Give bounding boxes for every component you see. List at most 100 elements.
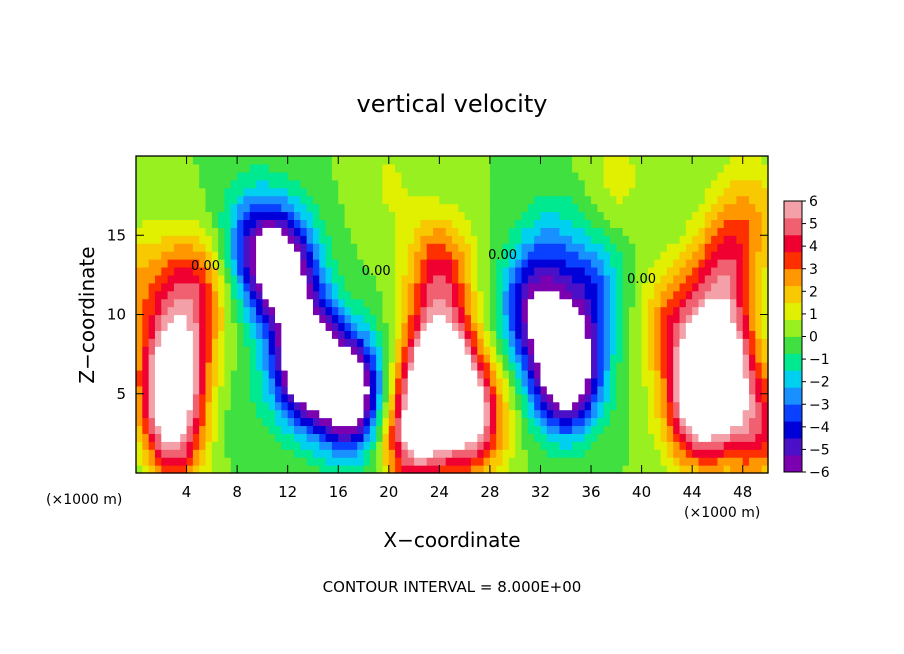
heatmap-cell [572,457,579,466]
heatmap-cell [230,465,238,474]
heatmap-cell [622,235,630,244]
heatmap-cell [635,377,643,387]
heatmap-cell [546,203,554,213]
heatmap-cell [496,227,504,236]
heatmap-cell [420,259,428,268]
heatmap-cell [698,156,706,165]
heatmap-cell [685,449,693,458]
heatmap-cell [312,203,320,213]
heatmap-cell [723,243,731,252]
heatmap-cell [414,362,421,371]
heatmap-cell [527,322,535,331]
heatmap-cell [426,465,434,474]
heatmap-cell [546,298,554,308]
heatmap-cell [382,441,390,450]
heatmap-cell [388,449,396,458]
heatmap-cell [723,465,731,474]
heatmap-cell [723,235,731,244]
heatmap-cell [218,211,226,221]
heatmap-cell [433,203,440,213]
heatmap-cell [376,330,384,339]
heatmap-cell [294,465,301,474]
heatmap-cell [388,369,396,379]
heatmap-cell [452,235,459,244]
heatmap-cell [344,401,352,411]
heatmap-cell [243,195,251,205]
heatmap-cell [243,465,251,474]
heatmap-cell [572,156,579,165]
heatmap-cell [199,393,207,403]
heatmap-cell [287,274,295,284]
heatmap-cell [154,362,162,371]
heatmap-cell [584,156,592,165]
heatmap-cell [692,449,700,458]
heatmap-cell [186,385,194,395]
heatmap-cell [256,219,263,228]
heatmap-cell [136,441,143,450]
heatmap-cell [363,266,371,276]
heatmap-cell [755,156,763,165]
heatmap-cell [382,385,390,395]
heatmap-cell [211,251,219,260]
heatmap-cell [256,179,263,189]
heatmap-cell [407,465,415,474]
heatmap-cell [154,417,162,427]
heatmap-cell [142,227,150,236]
heatmap-cell [622,219,630,228]
heatmap-cell [692,433,700,442]
heatmap-cell [395,203,403,213]
heatmap-cell [249,354,257,363]
heatmap-cell [597,251,605,260]
heatmap-cell [736,330,744,339]
heatmap-cell [325,274,333,284]
heatmap-cell [382,338,390,347]
heatmap-cell [344,259,352,268]
heatmap-cell [161,338,169,347]
heatmap-cell [496,354,504,363]
heatmap-cell [508,266,516,276]
heatmap-cell [628,211,636,221]
heatmap-cell [736,187,744,197]
heatmap-cell [230,377,238,387]
heatmap-cell [584,314,592,324]
heatmap-cell [755,409,763,419]
heatmap-cell [692,227,700,236]
heatmap-cell [628,385,636,395]
heatmap-cell [749,298,756,308]
heatmap-cell [407,235,415,244]
heatmap-cell [439,306,447,316]
heatmap-cell [224,290,232,300]
heatmap-cell [515,409,523,419]
heatmap-cell [622,457,630,466]
heatmap-cell [597,377,605,387]
heatmap-cell [350,346,358,355]
heatmap-cell [369,314,377,324]
heatmap-cell [546,266,554,276]
heatmap-cell [502,393,510,403]
heatmap-cell [388,377,396,387]
heatmap-cell [148,195,156,205]
heatmap-cell [230,282,238,292]
heatmap-cell [622,163,630,173]
heatmap-cell [388,393,396,403]
heatmap-cell [319,282,327,292]
heatmap-cell [357,195,365,205]
heatmap-cell [736,282,744,292]
heatmap-cell [584,393,592,403]
heatmap-cell [369,187,377,197]
heatmap-cell [256,338,263,347]
heatmap-cell [736,465,744,474]
heatmap-cell [167,338,175,347]
heatmap-cell [470,362,478,371]
heatmap-cell [199,441,207,450]
heatmap-cell [660,274,668,284]
heatmap-cell [401,306,409,316]
heatmap-cell [243,290,251,300]
heatmap-cell [211,330,219,339]
heatmap-cell [679,251,687,260]
heatmap-cell [647,425,655,434]
heatmap-cell [483,433,491,442]
heatmap-cell [452,282,459,292]
heatmap-cell [717,203,725,213]
heatmap-cell [331,274,339,284]
